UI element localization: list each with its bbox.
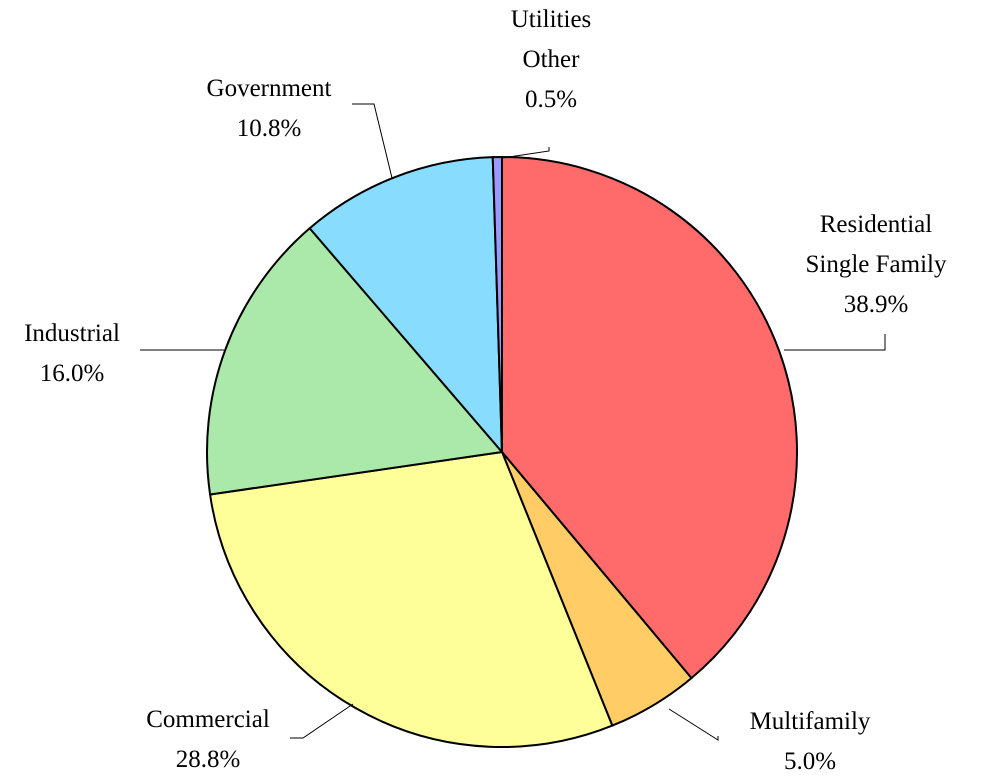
leader-line-0: [784, 334, 886, 351]
pie-slice-4: [308, 156, 503, 453]
slice-name-2: Commercial: [146, 706, 270, 733]
leader-line-2: [290, 703, 354, 739]
slice-label-4: Government 10.8%: [207, 75, 332, 142]
slice-name-3: Industrial: [24, 320, 120, 347]
slice-name-1: Multifamily: [750, 708, 871, 735]
slice-name-0: Single Family: [806, 251, 947, 278]
leader-lines: [140, 103, 886, 741]
pie-slices: [206, 156, 798, 749]
slice-label-3: Industrial 16.0%: [24, 320, 120, 387]
slice-label-0: Residential Single Family 38.9%: [806, 211, 947, 318]
slice-label-5: Utilities Other 0.5%: [511, 6, 592, 113]
leader-line-1: [668, 708, 719, 741]
slice-percent-5: 0.5%: [525, 86, 577, 113]
slice-percent-2: 28.8%: [176, 746, 241, 773]
pie-slice-3: [206, 227, 503, 496]
slice-name-4: Government: [207, 75, 332, 102]
leader-line-5: [501, 147, 550, 159]
slice-name-5: Other: [523, 46, 581, 73]
slice-label-1: Multifamily 5.0%: [750, 708, 871, 775]
slice-percent-0: 38.9%: [844, 291, 909, 318]
slice-percent-3: 16.0%: [40, 360, 105, 387]
slice-percent-4: 10.8%: [237, 115, 302, 142]
slice-labels: Residential Single Family 38.9% Multifamily…: [24, 6, 947, 775]
slice-label-2: Commercial 28.8%: [146, 706, 270, 773]
slice-name-5: Utilities: [511, 6, 592, 33]
pie-slice-5: [491, 156, 503, 453]
pie-slice-2: [209, 451, 614, 749]
leader-line-4: [352, 103, 393, 179]
slice-percent-1: 5.0%: [784, 748, 836, 775]
slice-name-0: Residential: [820, 211, 933, 238]
pie-slice-0: [501, 156, 798, 680]
